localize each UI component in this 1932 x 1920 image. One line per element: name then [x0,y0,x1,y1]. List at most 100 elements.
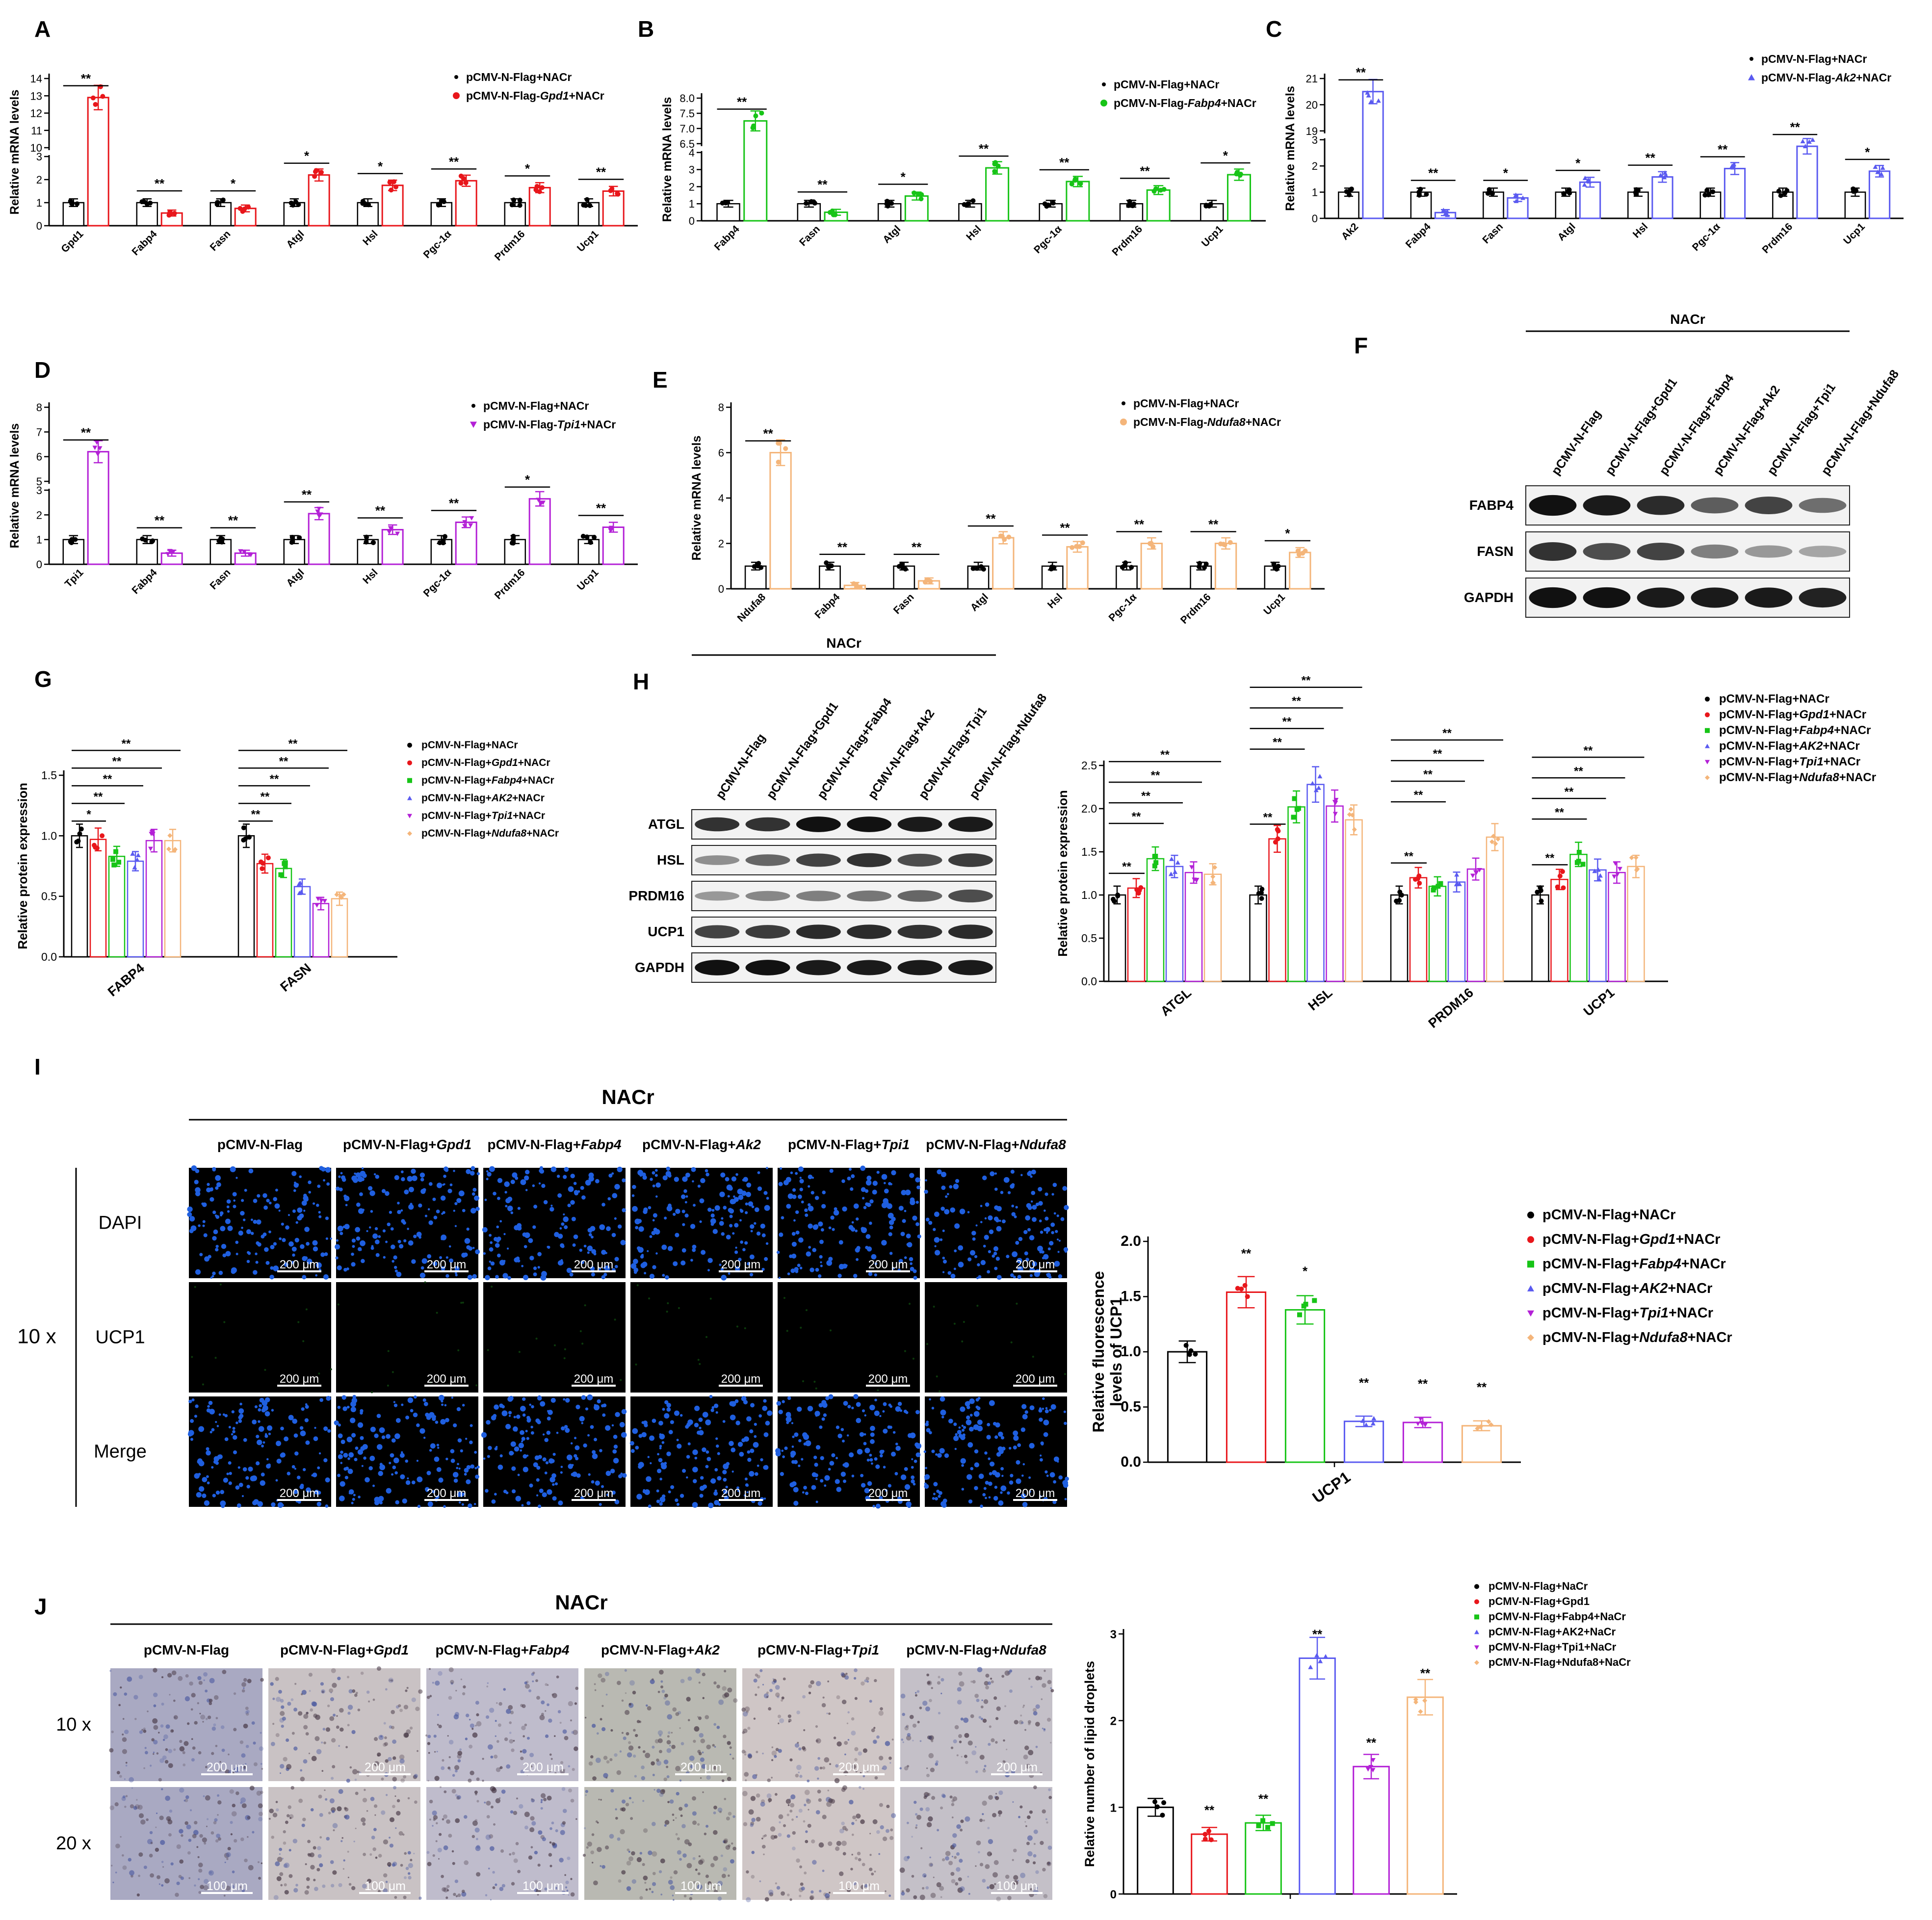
nucleus [915,1452,921,1457]
significance-label: ** [596,165,606,180]
nucleus [470,1166,475,1171]
nucleus [574,1445,580,1450]
nucleus [747,1450,751,1454]
significance-label: ** [1059,155,1070,170]
nucleus [855,1229,858,1233]
signal [194,1286,196,1288]
y-tick-label: 11 [31,125,42,137]
nucleus [717,1476,722,1481]
nucleus [750,1448,755,1453]
droplet [280,1711,285,1716]
data-point [1258,890,1264,895]
nucleus [993,1496,998,1501]
droplet [1027,1720,1031,1724]
droplet [319,1836,322,1839]
droplet [787,1714,792,1718]
nucleus [393,1457,399,1464]
text-segment: Ndufa8 [1000,1642,1046,1657]
nucleus [911,1458,914,1460]
droplet [747,1727,751,1730]
nucleus [761,1267,765,1271]
nucleus [405,1480,411,1485]
droplet [722,1693,727,1699]
data-point [90,95,96,101]
nucleus [953,1267,956,1270]
droplet [495,1883,497,1886]
nucleus [823,1413,827,1417]
blot-band [1637,543,1685,560]
significance-label: ** [228,513,238,528]
droplet [971,1750,977,1756]
data-point [458,181,464,186]
nucleus [632,1428,638,1434]
nucleus [284,1262,288,1267]
nucleus [610,1469,615,1473]
bar [1409,877,1428,982]
nucleus [904,1256,907,1260]
legend-text: +NACr [580,418,616,431]
nucleus [812,1248,817,1252]
nucleus [563,1216,569,1222]
nucleus [617,1166,623,1172]
nucleus [833,1210,839,1216]
droplet [273,1895,279,1900]
significance-label: ** [1302,674,1311,687]
nucleus [579,1416,585,1421]
data-point [289,540,294,545]
nucleus [947,1271,952,1275]
nucleus [560,1466,563,1468]
droplet [888,1756,892,1760]
nucleus [872,1189,877,1195]
nucleus [202,1493,207,1499]
data-point [928,579,933,584]
droplet [314,1887,318,1891]
bar [1345,819,1363,982]
signal [457,1349,460,1351]
nucleus [563,1398,566,1401]
droplet [808,1684,812,1688]
significance-label: ** [737,94,747,109]
nucleus [744,1241,748,1245]
nucleus [340,1172,343,1175]
droplet [645,1888,648,1891]
nucleus [1032,1261,1037,1267]
nucleus [888,1212,894,1219]
nucleus [549,1476,555,1483]
nucleus [510,1211,514,1214]
droplet [630,1817,633,1820]
data-point [1344,189,1349,194]
droplet [695,1868,698,1871]
x-tick-label: FASN [277,961,313,995]
nucleus [269,1274,274,1280]
bar [1402,1421,1443,1463]
text-segment: +NACr [513,810,545,821]
x-tick-label: Atgl [284,228,306,250]
nucleus [638,1464,642,1469]
data-point [242,206,247,211]
nucleus [338,1175,341,1178]
droplet [991,1738,995,1742]
x-tick-label: Ucp1 [1200,223,1226,249]
nucleus [666,1205,673,1211]
nucleus [1038,1187,1043,1192]
nucleus [525,1189,528,1191]
nucleus [291,1171,297,1176]
data-point [783,446,788,451]
droplet [652,1774,655,1777]
droplet [995,1741,998,1744]
droplet [229,1789,234,1794]
droplet [475,1845,481,1851]
nucleus [433,1415,436,1419]
protein-label: FASN [1477,544,1514,559]
data-point [1473,870,1479,875]
droplet [564,1736,569,1740]
droplet [526,1736,530,1740]
droplet [185,1795,189,1799]
nucleus [660,1462,665,1467]
droplet [414,1774,418,1778]
nucleus [226,1205,230,1209]
droplet [441,1874,444,1878]
legend-marker [1122,401,1125,405]
bar [1326,805,1344,982]
nucleus [427,1208,430,1210]
